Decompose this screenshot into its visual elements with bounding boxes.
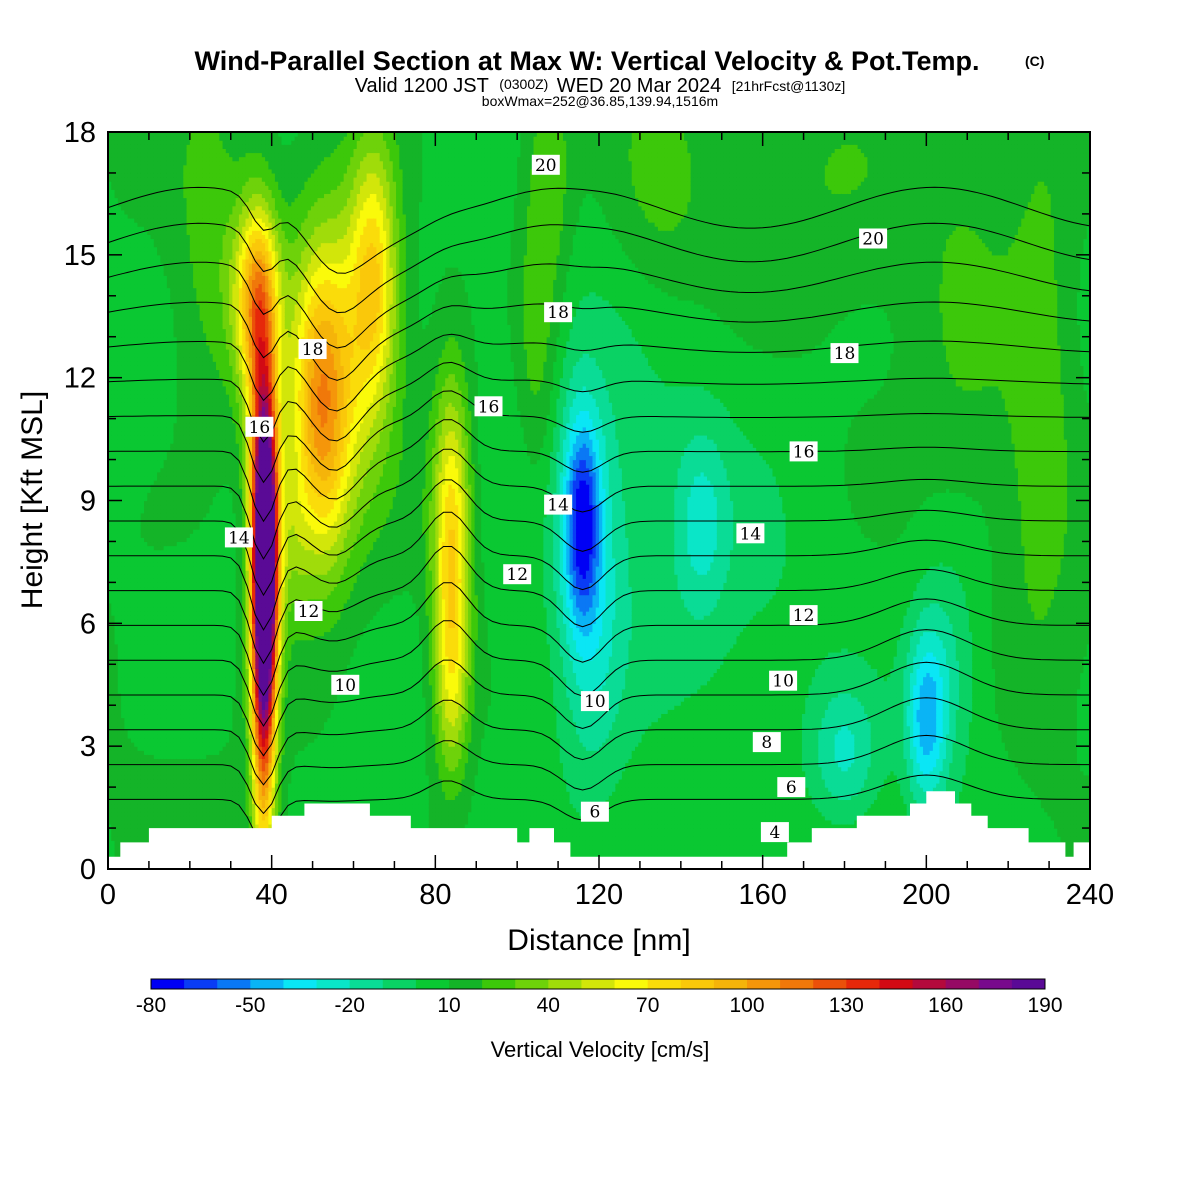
subtitle-fcst: [21hrFcst@1130z] [732,78,846,94]
subtitle-valid: Valid 1200 JST [355,75,489,97]
subtitle-utc: (0300Z) [499,76,548,92]
cross-section-chart: Wind-Parallel Section at Max W: Vertical… [0,0,1200,1200]
vertical-velocity-field [108,128,1091,870]
title-mark: (C) [1025,53,1044,69]
chart-title: Wind-Parallel Section at Max W: Vertical… [195,46,980,76]
subtitle-box: boxWmax=252@36.85,139.94,1516m [482,93,718,109]
